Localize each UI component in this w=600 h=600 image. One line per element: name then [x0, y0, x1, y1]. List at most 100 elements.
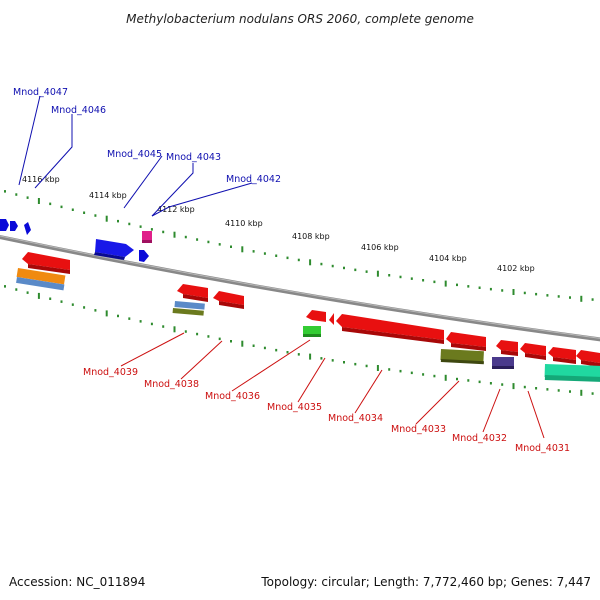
gene-label-top[interactable]: Mnod_4047: [13, 87, 68, 98]
gene-label-bottom[interactable]: Mnod_4034: [328, 413, 383, 424]
major-tick: [580, 295, 583, 302]
minor-tick: [433, 374, 436, 378]
major-tick: [173, 231, 176, 238]
minor-tick: [218, 243, 221, 246]
feature-magenta[interactable]: [142, 231, 152, 242]
scale-label-4112: 4112 kbp: [157, 205, 195, 214]
minor-tick: [297, 353, 300, 356]
gene-label-bottom[interactable]: Mnod_4033: [391, 424, 446, 435]
feature-olive[interactable]: [440, 349, 484, 363]
feature-blue[interactable]: [174, 301, 205, 310]
minor-tick: [128, 317, 131, 320]
bottom-leader-lines: [120, 332, 545, 439]
scale-label-4106: 4106 kbp: [361, 243, 399, 252]
feature-magenta-shade: [142, 240, 152, 243]
genome-backbone-highlight: [0, 235, 600, 339]
gene-label-bottom[interactable]: Mnod_4039: [83, 367, 138, 378]
minor-tick: [501, 383, 504, 386]
gene-arrow-reverse[interactable]: [22, 252, 70, 270]
gene-arrow-reverse[interactable]: [336, 314, 444, 340]
gene-arrow-forward-shade: [94, 252, 125, 260]
minor-tick: [71, 303, 74, 306]
gene-arrow-reverse[interactable]: [213, 291, 244, 305]
gene-arrow-forward[interactable]: [95, 239, 134, 257]
minor-tick: [354, 268, 357, 272]
gene-arrow-reverse-shade: [501, 350, 518, 356]
minor-tick: [467, 285, 470, 288]
gene-arrow-reverse[interactable]: [446, 332, 486, 347]
forward-genes: [0, 219, 152, 262]
scale-label-4108: 4108 kbp: [292, 232, 330, 241]
minor-tick: [26, 291, 29, 294]
minor-tick: [184, 235, 187, 239]
gene-arrow-reverse[interactable]: [496, 340, 518, 352]
gene-label-top[interactable]: Mnod_4045: [107, 149, 162, 160]
gene-arrow-reverse[interactable]: [576, 350, 600, 363]
feature-teal[interactable]: [544, 364, 600, 380]
gene-label-top[interactable]: Mnod_4043: [166, 152, 221, 163]
gene-arrow-forward[interactable]: [139, 250, 149, 262]
minor-tick: [252, 344, 255, 347]
feature-green[interactable]: [303, 326, 321, 336]
gene-label-bottom[interactable]: Mnod_4031: [515, 443, 570, 454]
scale-label-4104: 4104 kbp: [429, 254, 467, 263]
minor-tick: [49, 297, 52, 300]
gene-arrow-forward[interactable]: [0, 219, 9, 231]
major-tick: [241, 340, 244, 347]
minor-tick: [433, 280, 436, 284]
minor-tick: [26, 196, 29, 199]
gene-arrow-reverse[interactable]: [177, 284, 208, 298]
minor-tick: [569, 296, 571, 299]
gene-arrow-reverse[interactable]: [306, 310, 326, 322]
minor-tick: [354, 362, 357, 366]
gene-arrow-reverse[interactable]: [329, 313, 334, 325]
minor-tick: [150, 322, 153, 326]
minor-tick: [320, 262, 323, 266]
minor-tick: [94, 214, 97, 217]
feature-blue[interactable]: [16, 277, 65, 291]
minor-tick: [557, 389, 560, 392]
minor-tick: [320, 357, 323, 360]
scale-label-4102: 4102 kbp: [497, 264, 535, 273]
gene-label-bottom[interactable]: Mnod_4032: [452, 433, 507, 444]
gene-label-top[interactable]: Mnod_4046: [51, 105, 106, 116]
scale-label-4110: 4110 kbp: [225, 219, 263, 228]
minor-tick: [501, 289, 504, 292]
minor-tick: [422, 373, 425, 376]
minor-tick: [557, 295, 560, 298]
major-tick: [105, 215, 108, 222]
minor-tick: [60, 205, 63, 209]
minor-tick: [184, 330, 187, 333]
gene-label-bottom[interactable]: Mnod_4038: [144, 379, 199, 390]
gene-label-bottom[interactable]: Mnod_4035: [267, 402, 322, 413]
gene-arrow-reverse[interactable]: [520, 343, 546, 356]
genome-backbone: [0, 234, 600, 342]
minor-tick: [49, 202, 52, 206]
feature-purple[interactable]: [492, 357, 514, 368]
minor-tick: [523, 385, 526, 389]
minor-tick: [489, 287, 492, 291]
gene-arrow-reverse-shade: [451, 343, 486, 351]
minor-tick: [15, 288, 18, 291]
minor-tick: [399, 275, 402, 279]
gene-label-bottom[interactable]: Mnod_4036: [205, 391, 260, 402]
minor-tick: [71, 208, 74, 211]
gene-arrow-forward[interactable]: [24, 222, 31, 235]
minor-tick: [297, 258, 300, 262]
feature-olive[interactable]: [172, 308, 204, 316]
gene-arrow-reverse-shade: [581, 360, 600, 367]
minor-tick: [162, 230, 165, 234]
gene-arrow-reverse[interactable]: [548, 347, 576, 360]
minor-tick: [591, 298, 594, 301]
minor-tick: [478, 286, 481, 289]
feature-green-shade: [303, 334, 321, 337]
major-tick: [241, 246, 244, 253]
gene-label-top[interactable]: Mnod_4042: [226, 174, 281, 185]
minor-tick: [388, 368, 391, 371]
minor-tick: [399, 369, 402, 373]
minor-tick: [456, 377, 458, 381]
minor-tick: [591, 392, 594, 395]
gene-arrow-forward[interactable]: [10, 221, 18, 231]
feature-orange[interactable]: [16, 268, 66, 285]
minor-tick: [410, 277, 413, 280]
